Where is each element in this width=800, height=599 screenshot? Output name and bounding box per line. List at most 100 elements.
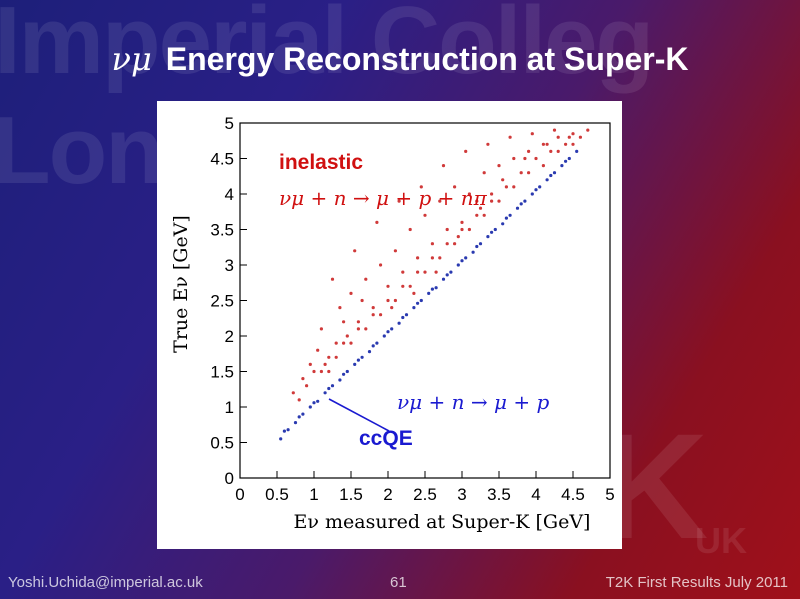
ccqe-point bbox=[449, 270, 453, 274]
y-tick-label: 1.5 bbox=[210, 363, 234, 382]
plot-frame bbox=[239, 122, 611, 479]
inelastic-point bbox=[297, 398, 301, 402]
ccqe-point bbox=[515, 206, 520, 210]
inelastic-point bbox=[490, 199, 494, 203]
inelastic-point bbox=[408, 284, 412, 288]
inelastic-point bbox=[353, 249, 357, 253]
ccqe-point bbox=[342, 372, 346, 376]
inelastic-point bbox=[441, 164, 446, 168]
inelastic-point bbox=[371, 306, 375, 310]
ccqe-point bbox=[456, 263, 460, 267]
inelastic-point bbox=[349, 341, 353, 345]
x-tick-label: 5 bbox=[605, 485, 614, 504]
inelastic-point bbox=[401, 270, 405, 274]
ccqe-point bbox=[301, 412, 305, 416]
x-tick-label: 4.5 bbox=[561, 485, 585, 504]
ccqe-point bbox=[293, 421, 298, 425]
inelastic-point bbox=[356, 327, 360, 331]
ccqe-point bbox=[427, 291, 431, 295]
inelastic-point bbox=[475, 199, 479, 203]
inelastic-point bbox=[334, 341, 338, 345]
ccqe-point bbox=[308, 405, 312, 409]
ccqe-point bbox=[345, 369, 349, 374]
x-tick-label: 0 bbox=[235, 485, 244, 504]
ccqe-point bbox=[386, 330, 390, 334]
inelastic-point bbox=[564, 142, 568, 146]
ccqe-point bbox=[567, 156, 571, 161]
inelastic-point bbox=[467, 192, 471, 196]
inelastic-point bbox=[416, 270, 420, 274]
inelastic-point bbox=[291, 391, 295, 395]
inelastic-point bbox=[327, 369, 331, 374]
ccqe-point bbox=[390, 327, 394, 331]
annotation-ccqe: ccQE bbox=[359, 427, 413, 450]
y-tick-label: 4.5 bbox=[210, 150, 234, 169]
ccqe-point bbox=[493, 227, 497, 232]
ccqe-point bbox=[330, 384, 335, 388]
inelastic-point bbox=[379, 313, 383, 317]
ccqe-point bbox=[519, 202, 523, 206]
ccqe-point bbox=[323, 391, 327, 395]
ccqe-point bbox=[538, 185, 542, 189]
inelastic-point bbox=[312, 369, 316, 374]
inelastic-point bbox=[508, 135, 512, 139]
x-tick-label: 1.5 bbox=[339, 485, 363, 504]
inelastic-point bbox=[386, 284, 390, 288]
inelastic-point bbox=[527, 171, 531, 175]
ccqe-point bbox=[404, 313, 409, 317]
annotation-ccqe-reaction: νμ + n → μ + p bbox=[397, 390, 549, 414]
inelastic-point bbox=[334, 355, 338, 359]
y-tick-label: 2.5 bbox=[210, 292, 234, 311]
ccqe-point bbox=[534, 188, 538, 192]
inelastic-point bbox=[464, 149, 468, 153]
ccqe-point bbox=[501, 222, 505, 226]
ccqe-point bbox=[564, 159, 568, 163]
ccqe-point bbox=[490, 230, 494, 234]
inelastic-point bbox=[482, 213, 486, 217]
inelastic-point bbox=[486, 142, 490, 146]
ccqe-point bbox=[316, 399, 320, 403]
inelastic-point bbox=[482, 171, 486, 175]
inelastic-point bbox=[416, 256, 420, 260]
inelastic-point bbox=[460, 220, 464, 224]
inelastic-point bbox=[412, 291, 416, 295]
ccqe-point bbox=[549, 173, 553, 178]
inelastic-point bbox=[571, 132, 575, 136]
ccqe-point bbox=[508, 213, 512, 217]
x-tick-label: 4 bbox=[531, 485, 540, 504]
inelastic-point bbox=[356, 320, 360, 324]
ccqe-point bbox=[575, 149, 579, 153]
inelastic-point bbox=[501, 178, 505, 182]
y-tick-label: 5 bbox=[225, 114, 234, 133]
inelastic-point bbox=[397, 199, 401, 203]
x-axis-label: Eν measured at Super-K [GeV] bbox=[294, 511, 591, 533]
inelastic-point bbox=[475, 213, 479, 217]
x-tick-label: 2.5 bbox=[413, 485, 437, 504]
inelastic-point bbox=[419, 185, 423, 189]
inelastic-point bbox=[541, 142, 545, 146]
inelastic-point bbox=[371, 313, 375, 317]
ccqe-point bbox=[297, 415, 301, 419]
ccqe-point bbox=[397, 321, 401, 325]
ccqe-point bbox=[486, 235, 490, 239]
ccqe-point bbox=[286, 428, 290, 432]
inelastic-point bbox=[512, 185, 516, 189]
footer-page-number: 61 bbox=[390, 574, 407, 591]
y-tick-label: 1 bbox=[225, 398, 234, 417]
y-tick-label: 0.5 bbox=[210, 434, 234, 453]
inelastic-point bbox=[375, 220, 379, 224]
inelastic-point bbox=[497, 199, 501, 203]
inelastic-point bbox=[364, 277, 368, 281]
inelastic-point bbox=[342, 341, 346, 345]
ccqe-point bbox=[367, 350, 372, 354]
ccqe-point bbox=[356, 358, 360, 362]
ccqe-point bbox=[282, 429, 286, 433]
ccqe-point bbox=[523, 199, 527, 203]
inelastic-point bbox=[504, 185, 508, 189]
inelastic-point bbox=[523, 156, 527, 161]
ccqe-point bbox=[471, 250, 475, 254]
y-tick-label: 3 bbox=[225, 256, 234, 275]
inelastic-point bbox=[552, 128, 557, 132]
inelastic-point bbox=[438, 199, 442, 203]
inelastic-point bbox=[360, 298, 364, 303]
